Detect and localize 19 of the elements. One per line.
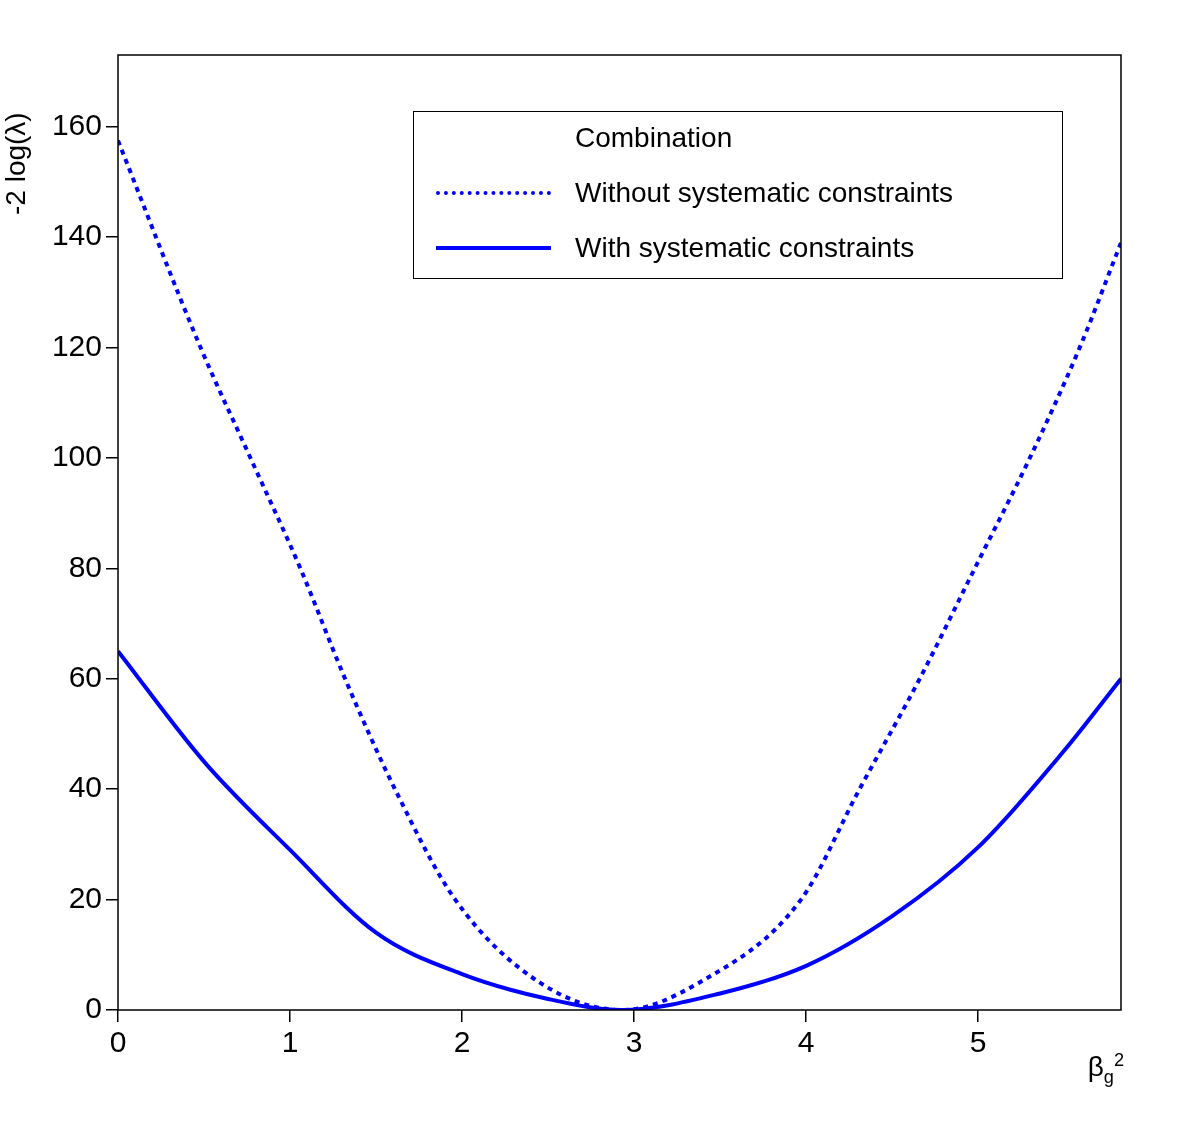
x-tick-label: 1 xyxy=(281,1025,299,1059)
x-tick-label: 3 xyxy=(625,1025,643,1059)
x-tick-label: 5 xyxy=(969,1025,987,1059)
y-tick-label: 60 xyxy=(68,660,102,694)
y-tick-label: 160 xyxy=(51,108,102,142)
legend-label: Without systematic constraints xyxy=(575,177,954,209)
y-tick-label: 100 xyxy=(51,439,102,473)
legend-label: With systematic constraints xyxy=(575,232,915,264)
y-tick-label: 20 xyxy=(68,880,102,914)
legend-title: Combination xyxy=(575,122,733,154)
x-tick-label: 2 xyxy=(453,1025,471,1059)
y-tick-label: 140 xyxy=(51,218,102,252)
y-tick-label: 120 xyxy=(51,328,102,362)
y-tick-label: 0 xyxy=(85,991,102,1025)
y-tick-label: 40 xyxy=(68,770,102,804)
x-tick-label: 0 xyxy=(109,1025,127,1059)
x-tick-label: 4 xyxy=(797,1025,815,1059)
y-axis-title: -2 log(λ) xyxy=(0,112,32,215)
y-tick-label: 80 xyxy=(68,549,102,583)
